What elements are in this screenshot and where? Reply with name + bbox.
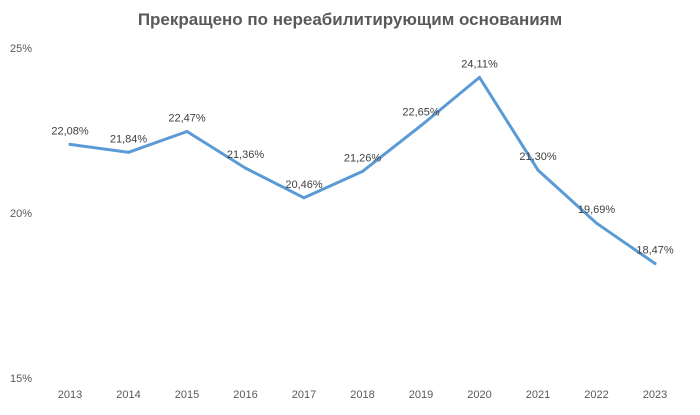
x-tick-label: 2023 <box>643 389 667 401</box>
data-point <box>127 150 130 154</box>
data-label: 18,47% <box>636 244 674 256</box>
x-tick-label: 2019 <box>409 389 433 401</box>
x-tick-label: 2021 <box>526 389 550 401</box>
data-point <box>68 142 72 146</box>
x-tick-label: 2017 <box>292 389 316 401</box>
data-point <box>302 196 306 200</box>
data-point <box>419 124 423 128</box>
data-label: 22,47% <box>168 112 206 124</box>
data-label: 19,69% <box>578 204 616 216</box>
x-tick-label: 2013 <box>58 389 82 401</box>
x-tick-label: 2020 <box>467 389 491 401</box>
x-tick-label: 2016 <box>233 389 257 401</box>
data-point <box>478 75 481 79</box>
chart-title: Прекращено по нереабилитирующим основани… <box>137 10 563 29</box>
data-point <box>185 129 189 133</box>
x-tick-label: 2022 <box>584 389 608 401</box>
y-tick-label: 20% <box>10 208 32 220</box>
data-point <box>244 166 247 170</box>
data-label: 21,84% <box>110 133 148 145</box>
y-tick-label: 25% <box>10 43 32 55</box>
data-label: 21,36% <box>227 149 265 161</box>
data-label: 21,30% <box>519 151 557 163</box>
data-label: 20,46% <box>285 179 323 191</box>
data-point <box>536 168 540 172</box>
data-point <box>361 169 364 173</box>
x-tick-label: 2018 <box>350 389 374 401</box>
data-label: 24,11% <box>461 58 498 70</box>
y-tick-label: 15% <box>10 373 32 385</box>
data-label: 21,26% <box>344 152 382 164</box>
data-point <box>595 221 598 225</box>
x-tick-label: 2015 <box>175 389 199 401</box>
data-label: 22,65% <box>402 107 440 119</box>
x-tick-label: 2014 <box>116 389 140 401</box>
data-point <box>653 261 657 265</box>
data-label: 22,08% <box>51 125 89 137</box>
